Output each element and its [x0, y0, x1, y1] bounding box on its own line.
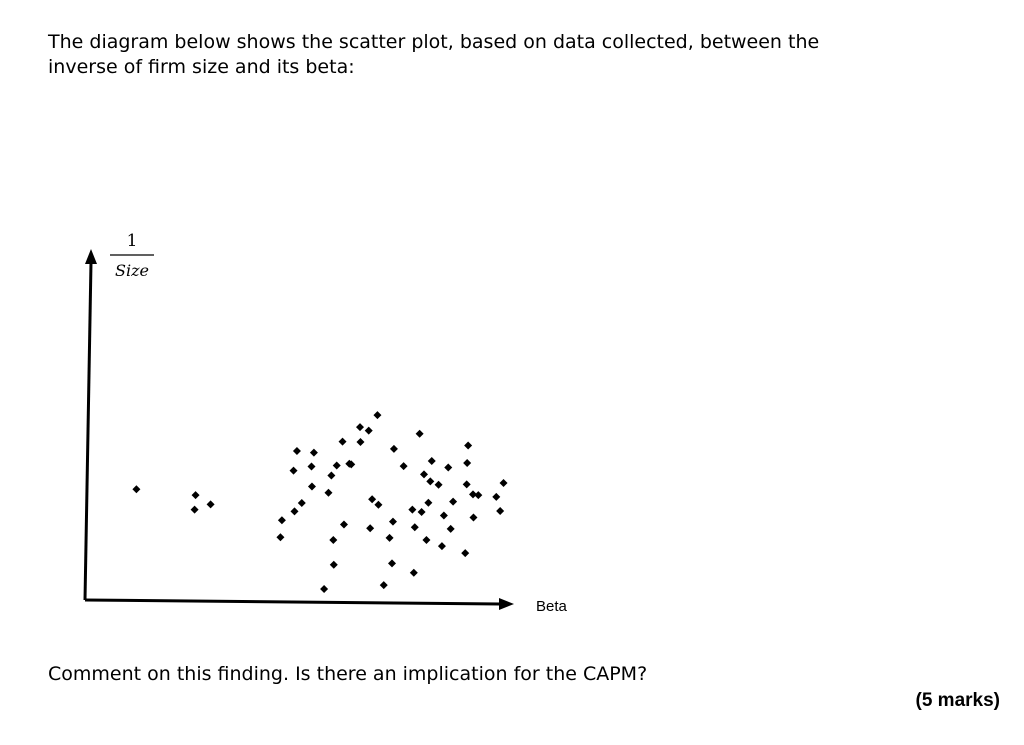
data-point: [464, 441, 473, 450]
data-point: [309, 448, 318, 457]
data-point: [320, 584, 329, 593]
data-point: [277, 516, 286, 525]
data-point: [399, 462, 408, 471]
data-point: [356, 437, 365, 446]
data-point: [409, 568, 418, 577]
data-point: [449, 497, 458, 506]
data-point: [427, 456, 436, 465]
data-point: [462, 480, 471, 489]
data-points: [132, 411, 508, 593]
data-point: [373, 411, 382, 420]
data-point: [415, 429, 424, 438]
data-point: [499, 479, 508, 488]
data-point: [420, 470, 429, 479]
data-point: [329, 535, 338, 544]
data-point: [388, 517, 397, 526]
data-point: [292, 446, 301, 455]
y-axis-arrowhead: [85, 249, 97, 264]
data-point: [437, 542, 446, 551]
data-point: [424, 498, 433, 507]
y-axis-label-denominator: Size: [115, 261, 149, 280]
data-point: [190, 505, 199, 514]
data-point: [474, 491, 483, 500]
data-point: [426, 477, 435, 486]
data-point: [206, 500, 215, 509]
data-point: [276, 533, 285, 542]
data-point: [422, 535, 431, 544]
data-point: [408, 505, 417, 514]
data-point: [446, 524, 455, 533]
x-axis-arrowhead: [499, 598, 514, 610]
data-point: [496, 506, 505, 515]
data-point: [307, 482, 316, 491]
y-axis-line: [83, 261, 93, 601]
data-point: [332, 461, 341, 470]
intro-paragraph: The diagram below shows the scatter plot…: [48, 30, 978, 80]
data-point: [492, 492, 501, 501]
data-point: [469, 513, 478, 522]
data-point: [463, 459, 472, 468]
data-point: [389, 444, 398, 453]
data-point: [374, 500, 383, 509]
y-axis-label-numerator: 1: [127, 231, 138, 251]
marks-label: (5 marks): [915, 690, 1001, 711]
data-point: [347, 460, 356, 469]
data-point: [468, 490, 477, 499]
question-text: Comment on this finding. Is there an imp…: [48, 663, 648, 685]
intro-line-2: inverse of firm size and its beta:: [48, 56, 355, 78]
data-point: [338, 437, 347, 446]
data-point: [439, 511, 448, 520]
data-point: [366, 524, 375, 533]
data-point: [385, 533, 394, 542]
data-point: [434, 480, 443, 489]
data-point: [410, 523, 419, 532]
data-point: [387, 559, 396, 568]
data-point: [379, 581, 388, 590]
data-point: [355, 423, 364, 432]
data-point: [444, 463, 453, 472]
data-point: [329, 560, 338, 569]
data-point: [417, 508, 426, 517]
data-point: [368, 495, 377, 504]
data-point: [289, 466, 298, 475]
data-point: [290, 507, 299, 516]
data-point: [191, 491, 200, 500]
x-axis-line: [84, 598, 501, 606]
data-point: [307, 462, 316, 471]
data-point: [324, 488, 333, 497]
data-point: [461, 549, 470, 558]
data-point: [132, 485, 141, 494]
data-point: [327, 471, 336, 480]
x-axis-label: Beta: [536, 598, 568, 615]
data-point: [364, 426, 373, 435]
intro-line-1: The diagram below shows the scatter plot…: [48, 31, 820, 53]
data-point: [297, 499, 306, 508]
data-point: [339, 520, 348, 529]
